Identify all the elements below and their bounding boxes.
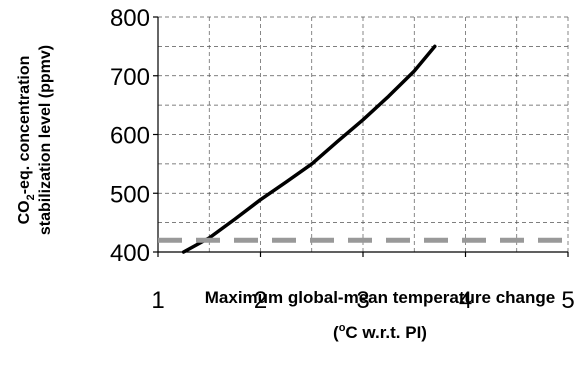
y-axis-title-line2: stabilization level (ppmv) (37, 45, 54, 235)
x-axis-title-prefix: ( (333, 323, 339, 342)
series-line-stabilization (181, 44, 437, 254)
y-tick-label: 500 (110, 181, 150, 208)
x-tick-label: 5 (561, 287, 574, 314)
y-tick-label: 700 (110, 64, 150, 91)
x-axis-title-line1: Maximum global-mean temperature change (205, 288, 555, 307)
x-axis-title-suffix: C w.r.t. PI) (345, 323, 427, 342)
x-tick-label: 2 (254, 287, 267, 314)
x-tick-label: 1 (151, 287, 164, 314)
y-axis-title: CO2-eq. concentration stabilization leve… (16, 45, 54, 235)
y-tick-label: 600 (110, 123, 150, 150)
y-tick-labels: 400 500 600 700 800 (110, 5, 158, 267)
series-layer (158, 44, 568, 254)
y-tick-label: 400 (110, 240, 150, 267)
x-tick-labels: 1 2 3 4 5 (151, 252, 575, 314)
y-axis-title-subscript: 2 (25, 194, 37, 200)
y-axis-title-line1: CO2-eq. concentration (16, 56, 37, 225)
grid-lines (158, 16, 569, 252)
y-tick-label: 800 (110, 5, 150, 32)
y-axis-title-rest: -eq. concentration (16, 56, 33, 195)
y-axis-title-co: CO (16, 200, 33, 224)
x-tick-label: 4 (459, 287, 472, 314)
x-axis-title-line2: (oC w.r.t. PI) (333, 322, 427, 342)
x-axis-title-degree: o (339, 322, 346, 334)
x-tick-label: 3 (356, 287, 369, 314)
